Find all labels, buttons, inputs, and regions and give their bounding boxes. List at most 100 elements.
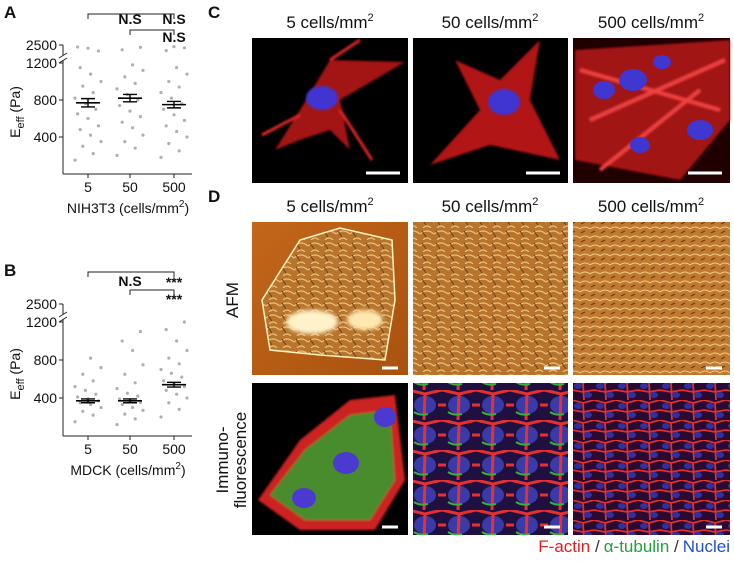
data-point <box>76 112 80 116</box>
data-point <box>123 140 127 144</box>
title-text: 5 cells/mm <box>286 13 367 32</box>
data-point <box>133 381 137 385</box>
data-point <box>99 79 103 84</box>
column-title: 50 cells/mm2 <box>442 196 539 216</box>
axis-break <box>58 52 68 64</box>
significance-bracket <box>87 271 175 277</box>
data-point <box>123 412 127 416</box>
data-point <box>131 348 135 353</box>
y-label-sub: eff <box>15 116 27 129</box>
y-label-rest: (Pa) <box>7 348 23 378</box>
significance-bracket <box>87 13 175 19</box>
data-point <box>115 153 119 158</box>
y-label-main: E <box>7 391 23 400</box>
y-tick-label: 2500 <box>26 37 57 53</box>
x-axis-label: MDCK (cells/mm2) <box>70 461 185 478</box>
data-point <box>164 49 168 53</box>
error-bar <box>81 398 95 404</box>
significance-label: N.S <box>162 29 185 45</box>
data-point <box>133 417 137 421</box>
data-point <box>180 375 184 379</box>
data-point <box>118 103 122 108</box>
title-text: 500 cells/mm <box>598 197 698 216</box>
data-point <box>118 397 122 401</box>
error-bar <box>81 97 95 108</box>
data-point <box>138 45 142 50</box>
data-point <box>167 356 171 360</box>
data-point <box>177 407 181 411</box>
data-point <box>115 87 119 91</box>
data-point <box>99 405 103 410</box>
data-point <box>182 118 186 122</box>
x-axis-label: NIH3T3 (cells/mm2) <box>67 199 189 216</box>
column-title: 500 cells/mm2 <box>598 196 704 216</box>
data-point <box>115 386 119 391</box>
data-point <box>99 366 103 370</box>
x-label-main: MDCK (cells/mm <box>70 462 175 478</box>
y-axis-label: Eeff (Pa) <box>7 86 27 138</box>
title-sup: 2 <box>532 196 538 208</box>
data-point <box>159 155 163 159</box>
significance-label: N.S <box>118 11 141 27</box>
legend-separator: / <box>595 537 600 556</box>
data-point <box>86 116 90 121</box>
title-text: 50 cells/mm <box>442 197 533 216</box>
data-point <box>125 391 129 395</box>
data-point <box>89 356 93 360</box>
significance-label: N.S <box>162 11 185 27</box>
data-point <box>81 144 85 148</box>
data-point <box>73 420 77 424</box>
data-point <box>159 415 163 419</box>
x-tick-label: 50 <box>122 441 138 457</box>
panel-label: A <box>4 3 16 22</box>
data-point <box>128 109 132 113</box>
data-point <box>120 120 124 124</box>
legend: F-actin / α-tubulin / Nuclei <box>538 537 730 556</box>
data-point <box>138 115 142 119</box>
column-title: 50 cells/mm2 <box>442 12 539 32</box>
data-point <box>182 46 186 50</box>
data-point <box>164 328 168 332</box>
data-point <box>185 72 189 76</box>
data-point <box>164 124 168 128</box>
panel-label: D <box>208 187 220 206</box>
title-sup: 2 <box>698 196 704 208</box>
data-point <box>78 66 82 70</box>
axis-break <box>58 311 68 323</box>
x-label-sup: 2 <box>175 461 181 472</box>
data-point <box>169 96 173 100</box>
y-tick-label: 1200 <box>26 55 57 71</box>
data-point <box>136 98 140 102</box>
data-point <box>91 152 95 156</box>
y-tick-label: 1200 <box>26 314 57 330</box>
data-point <box>136 394 140 398</box>
x-label-sup: 2 <box>179 199 185 210</box>
error-bar <box>167 100 181 109</box>
data-point <box>175 129 179 134</box>
data-point <box>141 68 145 72</box>
panel-label: B <box>4 261 16 280</box>
data-point <box>73 158 77 162</box>
significance-bracket <box>129 29 175 35</box>
data-point <box>83 388 87 392</box>
data-point <box>141 133 145 137</box>
y-tick-label: 400 <box>34 129 58 145</box>
x-label-end: ) <box>184 200 189 216</box>
data-point <box>123 372 127 376</box>
x-tick-label: 5 <box>84 179 92 195</box>
data-point <box>89 72 93 76</box>
title-sup: 2 <box>368 12 374 24</box>
y-label-rest: (Pa) <box>7 86 23 116</box>
row-label: Immuno- <box>213 426 232 493</box>
y-label-main: E <box>7 129 23 138</box>
panel-c-images <box>252 38 730 183</box>
data-point <box>120 339 124 343</box>
data-point <box>141 363 145 367</box>
significance-label: *** <box>166 291 183 307</box>
title-text: 50 cells/mm <box>442 13 533 32</box>
data-point <box>94 392 98 396</box>
data-point <box>175 66 179 70</box>
data-point <box>96 49 100 53</box>
data-point <box>131 126 135 130</box>
